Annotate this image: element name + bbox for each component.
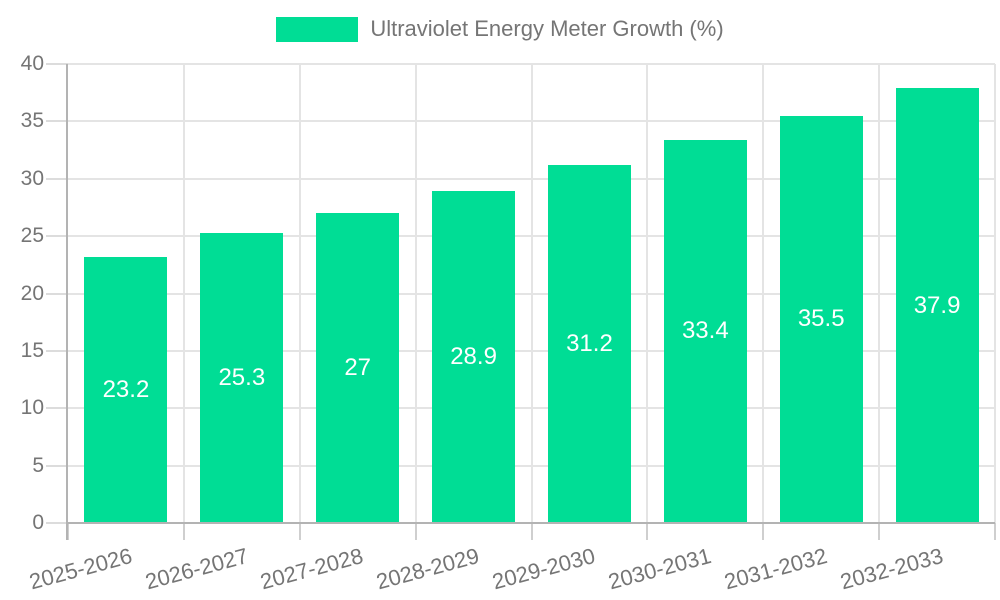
x-tick: [762, 523, 765, 540]
bar-value-label: 25.3: [218, 363, 266, 391]
bar-value-label: 27: [344, 354, 372, 382]
bar: [316, 213, 400, 522]
x-tick-label: 2025-2026: [26, 543, 135, 595]
legend-swatch-icon: [276, 16, 359, 42]
y-tick-label: 5: [32, 453, 44, 477]
y-tick: [46, 407, 68, 410]
y-tick-label: 35: [20, 109, 44, 133]
bar: [84, 256, 168, 522]
x-tick-label: 2030-2031: [605, 543, 714, 595]
x-tick: [414, 523, 417, 540]
x-tick: [530, 523, 533, 540]
x-gridline: [414, 64, 417, 523]
y-tick-label: 30: [20, 166, 44, 190]
bar-value-label: 37.9: [913, 291, 961, 319]
x-gridline: [530, 64, 533, 523]
bar: [432, 191, 516, 522]
x-tick-label: 2026-2027: [142, 543, 251, 595]
y-tick-label: 25: [20, 224, 44, 248]
y-tick: [46, 120, 68, 123]
x-tick-label: 2029-2030: [489, 543, 598, 595]
y-tick-label: 40: [20, 52, 44, 75]
y-tick: [46, 177, 68, 180]
bar-value-label: 33.4: [681, 317, 729, 345]
y-tick-label: 15: [20, 338, 44, 362]
x-tick: [298, 523, 301, 540]
y-tick-label: 10: [20, 396, 44, 420]
x-tick-label: 2027-2028: [258, 543, 367, 595]
bar: [547, 164, 631, 522]
x-tick: [67, 523, 69, 540]
x-gridline: [182, 64, 185, 523]
bar: [779, 115, 863, 522]
y-tick-label: 0: [32, 511, 44, 534]
y-axis-line: [66, 64, 68, 540]
x-tick: [646, 523, 649, 540]
x-gridline: [994, 64, 996, 523]
x-tick: [182, 523, 185, 540]
y-tick: [46, 522, 68, 524]
y-tick: [46, 464, 68, 467]
legend-label: Ultraviolet Energy Meter Growth (%): [370, 16, 724, 41]
x-tick-label: 2031-2032: [721, 543, 830, 595]
legend-item[interactable]: Ultraviolet Energy Meter Growth (%): [276, 16, 724, 42]
x-tick-label: 2032-2033: [837, 543, 946, 595]
bar-value-label: 23.2: [102, 375, 150, 403]
x-tick-label: 2028-2029: [373, 543, 483, 595]
x-gridline: [878, 64, 881, 523]
bar: [895, 88, 979, 522]
x-gridline: [646, 64, 649, 523]
bar: [200, 232, 284, 522]
bar-value-label: 31.2: [566, 329, 613, 357]
y-tick: [46, 235, 68, 238]
bar-value-label: 35.5: [797, 305, 845, 333]
x-axis-line: [68, 522, 995, 524]
bar-value-label: 28.9: [450, 343, 497, 371]
legend: Ultraviolet Energy Meter Growth (%): [0, 16, 1000, 42]
y-tick: [46, 292, 68, 295]
x-gridline: [762, 64, 765, 523]
y-tick-label: 20: [20, 281, 44, 305]
bar: [663, 139, 747, 522]
x-gridline: [298, 64, 301, 523]
y-tick: [46, 63, 68, 65]
x-tick: [994, 523, 996, 540]
x-tick: [878, 523, 881, 540]
y-tick: [46, 349, 68, 352]
